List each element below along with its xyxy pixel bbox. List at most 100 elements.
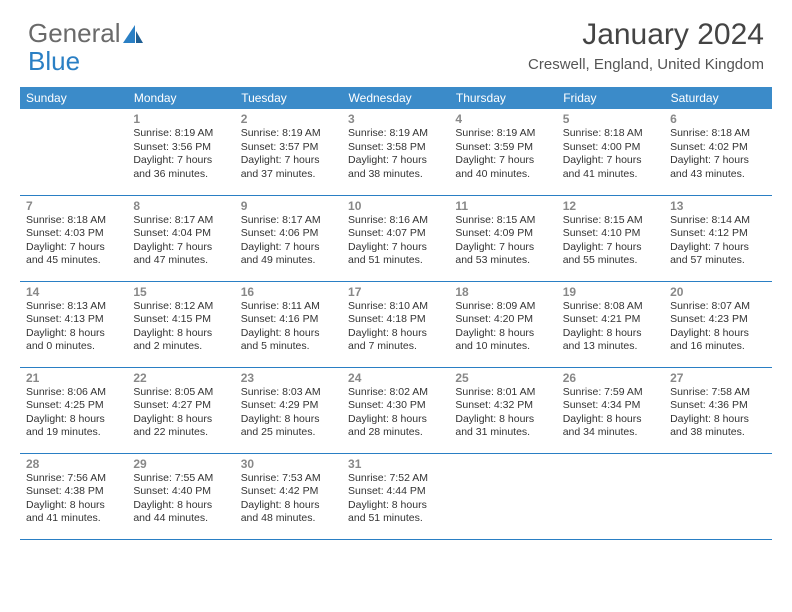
sunset-text: Sunset: 4:27 PM bbox=[133, 399, 228, 413]
sunrise-text: Sunrise: 8:17 AM bbox=[241, 214, 336, 228]
calendar-week-row: 7Sunrise: 8:18 AMSunset: 4:03 PMDaylight… bbox=[20, 195, 772, 281]
calendar-day-cell: 13Sunrise: 8:14 AMSunset: 4:12 PMDayligh… bbox=[664, 195, 771, 281]
logo-text-1: General bbox=[28, 18, 121, 49]
day-info: Sunrise: 8:14 AMSunset: 4:12 PMDaylight:… bbox=[670, 214, 765, 269]
sunset-text: Sunset: 4:23 PM bbox=[670, 313, 765, 327]
sunset-text: Sunset: 4:20 PM bbox=[455, 313, 550, 327]
sunset-text: Sunset: 4:38 PM bbox=[26, 485, 121, 499]
sunset-text: Sunset: 3:57 PM bbox=[241, 141, 336, 155]
sunrise-text: Sunrise: 7:56 AM bbox=[26, 472, 121, 486]
day-info: Sunrise: 8:18 AMSunset: 4:00 PMDaylight:… bbox=[563, 127, 658, 182]
sunset-text: Sunset: 4:00 PM bbox=[563, 141, 658, 155]
calendar-day-cell: 5Sunrise: 8:18 AMSunset: 4:00 PMDaylight… bbox=[557, 109, 664, 195]
sunset-text: Sunset: 4:02 PM bbox=[670, 141, 765, 155]
day-info: Sunrise: 8:18 AMSunset: 4:03 PMDaylight:… bbox=[26, 214, 121, 269]
sunset-text: Sunset: 4:15 PM bbox=[133, 313, 228, 327]
day-info: Sunrise: 8:18 AMSunset: 4:02 PMDaylight:… bbox=[670, 127, 765, 182]
daylight-text: Daylight: 8 hours and 16 minutes. bbox=[670, 327, 765, 354]
day-number: 20 bbox=[670, 285, 765, 299]
daylight-text: Daylight: 7 hours and 51 minutes. bbox=[348, 241, 443, 268]
sunset-text: Sunset: 4:32 PM bbox=[455, 399, 550, 413]
sunset-text: Sunset: 3:59 PM bbox=[455, 141, 550, 155]
day-number: 11 bbox=[455, 199, 550, 213]
day-info: Sunrise: 8:17 AMSunset: 4:04 PMDaylight:… bbox=[133, 214, 228, 269]
day-info: Sunrise: 8:01 AMSunset: 4:32 PMDaylight:… bbox=[455, 386, 550, 441]
sunrise-text: Sunrise: 8:13 AM bbox=[26, 300, 121, 314]
sunrise-text: Sunrise: 8:16 AM bbox=[348, 214, 443, 228]
day-info: Sunrise: 8:12 AMSunset: 4:15 PMDaylight:… bbox=[133, 300, 228, 355]
daylight-text: Daylight: 8 hours and 0 minutes. bbox=[26, 327, 121, 354]
sunrise-text: Sunrise: 8:19 AM bbox=[455, 127, 550, 141]
calendar-day-cell: 1Sunrise: 8:19 AMSunset: 3:56 PMDaylight… bbox=[127, 109, 234, 195]
calendar-day-cell: 20Sunrise: 8:07 AMSunset: 4:23 PMDayligh… bbox=[664, 281, 771, 367]
day-number: 29 bbox=[133, 457, 228, 471]
day-info: Sunrise: 7:55 AMSunset: 4:40 PMDaylight:… bbox=[133, 472, 228, 527]
sunrise-text: Sunrise: 8:03 AM bbox=[241, 386, 336, 400]
sunrise-text: Sunrise: 8:17 AM bbox=[133, 214, 228, 228]
day-number: 25 bbox=[455, 371, 550, 385]
weekday-header: Sunday bbox=[20, 87, 127, 109]
sunrise-text: Sunrise: 7:52 AM bbox=[348, 472, 443, 486]
day-info: Sunrise: 8:13 AMSunset: 4:13 PMDaylight:… bbox=[26, 300, 121, 355]
day-info: Sunrise: 8:16 AMSunset: 4:07 PMDaylight:… bbox=[348, 214, 443, 269]
sunset-text: Sunset: 4:12 PM bbox=[670, 227, 765, 241]
day-info: Sunrise: 7:59 AMSunset: 4:34 PMDaylight:… bbox=[563, 386, 658, 441]
calendar-day-cell: 9Sunrise: 8:17 AMSunset: 4:06 PMDaylight… bbox=[235, 195, 342, 281]
daylight-text: Daylight: 7 hours and 43 minutes. bbox=[670, 154, 765, 181]
calendar-empty-cell bbox=[20, 109, 127, 195]
sunrise-text: Sunrise: 8:06 AM bbox=[26, 386, 121, 400]
header: General January 2024 Creswell, England, … bbox=[0, 0, 792, 81]
sunset-text: Sunset: 4:21 PM bbox=[563, 313, 658, 327]
daylight-text: Daylight: 7 hours and 36 minutes. bbox=[133, 154, 228, 181]
calendar-day-cell: 28Sunrise: 7:56 AMSunset: 4:38 PMDayligh… bbox=[20, 453, 127, 539]
day-info: Sunrise: 8:15 AMSunset: 4:09 PMDaylight:… bbox=[455, 214, 550, 269]
weekday-header: Monday bbox=[127, 87, 234, 109]
calendar-day-cell: 3Sunrise: 8:19 AMSunset: 3:58 PMDaylight… bbox=[342, 109, 449, 195]
sunset-text: Sunset: 4:06 PM bbox=[241, 227, 336, 241]
calendar-day-cell: 8Sunrise: 8:17 AMSunset: 4:04 PMDaylight… bbox=[127, 195, 234, 281]
calendar-week-row: 21Sunrise: 8:06 AMSunset: 4:25 PMDayligh… bbox=[20, 367, 772, 453]
daylight-text: Daylight: 8 hours and 13 minutes. bbox=[563, 327, 658, 354]
calendar-day-cell: 15Sunrise: 8:12 AMSunset: 4:15 PMDayligh… bbox=[127, 281, 234, 367]
day-number: 2 bbox=[241, 112, 336, 126]
calendar-empty-cell bbox=[449, 453, 556, 539]
calendar-body: 1Sunrise: 8:19 AMSunset: 3:56 PMDaylight… bbox=[20, 109, 772, 539]
day-info: Sunrise: 8:11 AMSunset: 4:16 PMDaylight:… bbox=[241, 300, 336, 355]
day-number: 19 bbox=[563, 285, 658, 299]
sunrise-text: Sunrise: 8:11 AM bbox=[241, 300, 336, 314]
day-number: 6 bbox=[670, 112, 765, 126]
daylight-text: Daylight: 8 hours and 5 minutes. bbox=[241, 327, 336, 354]
day-number: 15 bbox=[133, 285, 228, 299]
day-info: Sunrise: 8:19 AMSunset: 3:59 PMDaylight:… bbox=[455, 127, 550, 182]
daylight-text: Daylight: 8 hours and 48 minutes. bbox=[241, 499, 336, 526]
daylight-text: Daylight: 7 hours and 40 minutes. bbox=[455, 154, 550, 181]
day-number: 9 bbox=[241, 199, 336, 213]
daylight-text: Daylight: 8 hours and 38 minutes. bbox=[670, 413, 765, 440]
day-info: Sunrise: 7:52 AMSunset: 4:44 PMDaylight:… bbox=[348, 472, 443, 527]
calendar-day-cell: 31Sunrise: 7:52 AMSunset: 4:44 PMDayligh… bbox=[342, 453, 449, 539]
logo-sail-icon bbox=[121, 23, 145, 45]
day-number: 12 bbox=[563, 199, 658, 213]
day-number: 5 bbox=[563, 112, 658, 126]
sunset-text: Sunset: 4:42 PM bbox=[241, 485, 336, 499]
day-number: 31 bbox=[348, 457, 443, 471]
sunset-text: Sunset: 4:30 PM bbox=[348, 399, 443, 413]
sunrise-text: Sunrise: 8:01 AM bbox=[455, 386, 550, 400]
daylight-text: Daylight: 8 hours and 10 minutes. bbox=[455, 327, 550, 354]
calendar-day-cell: 16Sunrise: 8:11 AMSunset: 4:16 PMDayligh… bbox=[235, 281, 342, 367]
calendar-week-row: 1Sunrise: 8:19 AMSunset: 3:56 PMDaylight… bbox=[20, 109, 772, 195]
calendar-day-cell: 10Sunrise: 8:16 AMSunset: 4:07 PMDayligh… bbox=[342, 195, 449, 281]
daylight-text: Daylight: 7 hours and 49 minutes. bbox=[241, 241, 336, 268]
calendar-day-cell: 12Sunrise: 8:15 AMSunset: 4:10 PMDayligh… bbox=[557, 195, 664, 281]
sunset-text: Sunset: 3:56 PM bbox=[133, 141, 228, 155]
sunrise-text: Sunrise: 7:58 AM bbox=[670, 386, 765, 400]
day-info: Sunrise: 8:19 AMSunset: 3:56 PMDaylight:… bbox=[133, 127, 228, 182]
day-number: 21 bbox=[26, 371, 121, 385]
daylight-text: Daylight: 7 hours and 47 minutes. bbox=[133, 241, 228, 268]
day-number: 1 bbox=[133, 112, 228, 126]
day-info: Sunrise: 8:03 AMSunset: 4:29 PMDaylight:… bbox=[241, 386, 336, 441]
calendar-day-cell: 11Sunrise: 8:15 AMSunset: 4:09 PMDayligh… bbox=[449, 195, 556, 281]
day-info: Sunrise: 7:58 AMSunset: 4:36 PMDaylight:… bbox=[670, 386, 765, 441]
sunset-text: Sunset: 4:18 PM bbox=[348, 313, 443, 327]
sunset-text: Sunset: 4:36 PM bbox=[670, 399, 765, 413]
